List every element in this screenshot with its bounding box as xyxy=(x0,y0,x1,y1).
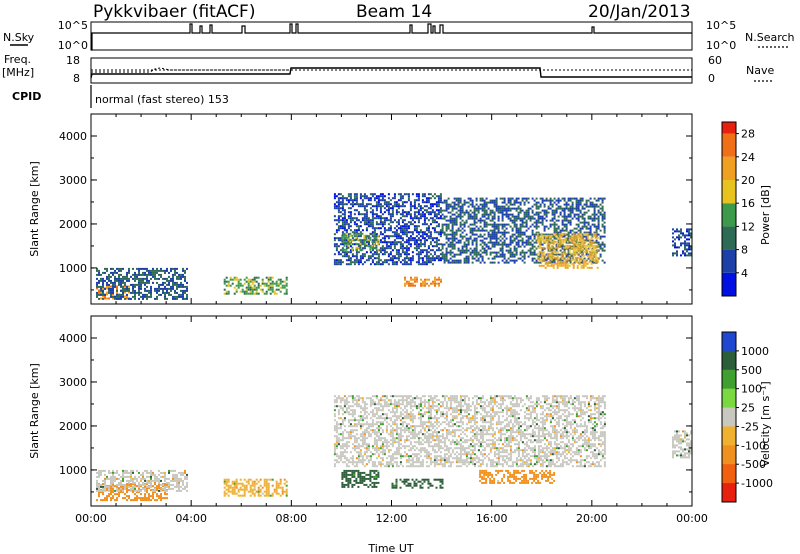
power-ylabel: Slant Range [km] xyxy=(28,161,41,257)
power-colorbar-tick: 8 xyxy=(741,244,748,257)
power-colorbar-tick: 12 xyxy=(741,220,755,233)
power-colorbar-tick: 4 xyxy=(741,267,748,280)
velocity-echo-region xyxy=(223,478,288,497)
velocity-ytick-label: 1000 xyxy=(59,464,87,477)
x-tick-label: 08:00 xyxy=(275,512,307,525)
cpid-text: normal (fast stereo) 153 xyxy=(95,93,229,106)
x-tick-label: 12:00 xyxy=(376,512,408,525)
power-echo-region xyxy=(223,276,288,295)
velocity-colorbar-tick: 100 xyxy=(741,383,762,396)
freq-tick-low: 8 xyxy=(73,72,80,85)
cpid-label: CPID xyxy=(12,90,41,103)
velocity-colorbar-segment xyxy=(722,332,736,352)
power-echo-region xyxy=(404,276,442,287)
velocity-colorbar-segment xyxy=(722,407,736,427)
power-colorbar: 4 8 12 16 20 24 28 xyxy=(721,121,755,297)
power-echo-region xyxy=(672,228,692,257)
x-axis-label: Time UT xyxy=(367,542,413,554)
velocity-echo-region xyxy=(96,469,188,492)
power-colorbar-segment xyxy=(722,156,736,180)
power-ytick-label: 1000 xyxy=(59,262,87,275)
power-colorbar-tick: 28 xyxy=(741,128,755,141)
velocity-colorbar-tick: 1000 xyxy=(741,345,769,358)
power-ytick-label: 4000 xyxy=(59,130,87,143)
power-ytick-label: 3000 xyxy=(59,174,87,187)
velocity-ytick-label: 3000 xyxy=(59,376,87,389)
nsky-tick-low: 10^0 xyxy=(58,39,88,52)
velocity-colorbar-tick: -500 xyxy=(741,458,766,471)
velocity-colorbar-segment xyxy=(722,388,736,409)
velocity-colorbar-segment xyxy=(722,350,736,371)
x-tick-label: 00:00 xyxy=(75,512,107,525)
freq-label: Freq. xyxy=(4,53,31,66)
velocity-echo-region xyxy=(672,430,692,459)
power-colorbar-tick: 20 xyxy=(741,174,755,187)
velocity-colorbar-tick: 500 xyxy=(741,364,762,377)
velocity-colorbar-tick: 25 xyxy=(741,402,755,415)
nsearch-tick-high: 10^5 xyxy=(706,19,736,32)
nave-label: Nave xyxy=(746,64,774,77)
power-colorbar-segment xyxy=(722,249,736,273)
power-colorbar-tick: 24 xyxy=(741,151,755,164)
power-colorbar-label: Power [dB] xyxy=(759,185,772,245)
power-colorbar-segment xyxy=(722,272,736,296)
power-colorbar-segment xyxy=(722,133,736,157)
velocity-colorbar-segment xyxy=(722,426,736,446)
power-colorbar-tick: 16 xyxy=(741,197,755,210)
power-echo-region xyxy=(96,267,188,300)
velocity-colorbar-segment xyxy=(722,464,736,484)
velocity-panel: 1000 2000 3000 4000 00:00 04:00 08:00 12:00 16:0… xyxy=(28,315,708,554)
velocity-echo-region xyxy=(391,478,444,489)
velocity-colorbar-segment xyxy=(722,369,736,390)
date-title: 20/Jan/2013 xyxy=(588,2,691,22)
power-colorbar-segment xyxy=(722,203,736,227)
velocity-echo-region xyxy=(479,469,556,484)
velocity-colorbar-segment xyxy=(722,445,736,465)
nsearch-label: N.Search xyxy=(745,31,795,44)
x-tick-label: 00:00 xyxy=(676,512,708,525)
velocity-echo-region xyxy=(96,483,168,502)
velocity-colorbar-tick: -25 xyxy=(741,420,759,433)
velocity-ytick-label: 2000 xyxy=(59,420,87,433)
x-tick-label: 04:00 xyxy=(175,512,207,525)
nsky-tick-high: 10^5 xyxy=(58,19,88,32)
power-colorbar-segment xyxy=(722,180,736,204)
velocity-colorbar-segment xyxy=(722,483,736,503)
velocity-colorbar-label: Velocity [m s⁻¹] xyxy=(759,381,772,466)
velocity-echo-region xyxy=(341,469,380,488)
freq-tick-high: 18 xyxy=(66,54,80,67)
velocity-echo-region xyxy=(333,395,606,468)
freq-panel: Freq. [MHz] 18 8 60 0 Nave xyxy=(2,53,774,85)
power-colorbar-segment xyxy=(722,122,736,134)
station-title: Pykkvibaer (fitACF) xyxy=(93,2,255,22)
velocity-colorbar-tick: -100 xyxy=(741,439,766,452)
power-ytick-label: 2000 xyxy=(59,218,87,231)
beam-title: Beam 14 xyxy=(356,2,432,22)
velocity-ylabel: Slant Range [km] xyxy=(28,363,41,459)
velocity-ytick-label: 4000 xyxy=(59,332,87,345)
cpid-row: CPID normal (fast stereo) 153 xyxy=(12,85,229,108)
nsky-label: N.Sky xyxy=(3,31,35,44)
nsky-panel: N.Sky 10^5 10^0 10^5 10^0 N.Search xyxy=(3,19,795,52)
nave-tick-high: 60 xyxy=(708,54,722,67)
freq-trace xyxy=(90,67,692,79)
nsky-trace xyxy=(91,23,692,51)
nsearch-tick-low: 10^0 xyxy=(706,39,736,52)
x-tick-label: 20:00 xyxy=(576,512,608,525)
velocity-colorbar-tick: -1000 xyxy=(741,477,773,490)
power-echo-region xyxy=(341,232,380,251)
nave-trace xyxy=(91,67,290,73)
power-echo-region xyxy=(536,232,599,269)
x-tick-label: 16:00 xyxy=(476,512,508,525)
freq-unit: [MHz] xyxy=(2,66,34,79)
power-panel: 1000 2000 3000 4000 Slant Range [km] xyxy=(28,113,693,305)
nave-tick-low: 0 xyxy=(708,72,715,85)
velocity-colorbar: 1000 500 100 25 -25 -100 -500 -1000 xyxy=(721,331,773,503)
power-echo-region xyxy=(333,193,442,266)
power-colorbar-segment xyxy=(722,226,736,250)
